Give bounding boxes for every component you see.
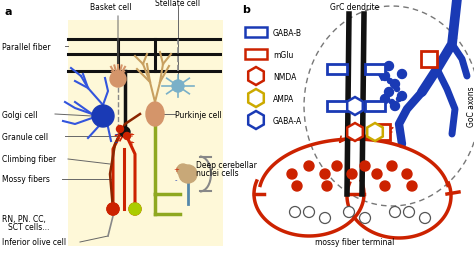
Circle shape [381, 72, 390, 81]
Circle shape [107, 203, 119, 215]
Text: mossy fiber terminal: mossy fiber terminal [315, 237, 395, 246]
Circle shape [396, 97, 401, 102]
Circle shape [303, 207, 315, 218]
Circle shape [129, 203, 141, 215]
Circle shape [359, 213, 371, 224]
FancyBboxPatch shape [245, 50, 267, 60]
FancyBboxPatch shape [365, 102, 385, 112]
Circle shape [177, 164, 189, 176]
Circle shape [390, 100, 394, 105]
Text: RN, PN. CC,: RN, PN. CC, [2, 215, 46, 224]
Ellipse shape [146, 103, 164, 126]
FancyBboxPatch shape [327, 102, 347, 112]
Text: -: - [115, 139, 118, 146]
Circle shape [380, 181, 390, 191]
Circle shape [398, 70, 407, 79]
Text: Mossy fibers: Mossy fibers [2, 175, 50, 184]
Circle shape [402, 169, 412, 179]
Text: +: + [128, 132, 134, 137]
FancyBboxPatch shape [365, 65, 385, 75]
Text: Golgi cell: Golgi cell [2, 110, 37, 119]
Circle shape [332, 161, 342, 171]
Circle shape [407, 181, 417, 191]
Text: +: + [128, 139, 134, 146]
Circle shape [320, 169, 330, 179]
Text: Parallel fiber: Parallel fiber [2, 42, 51, 51]
Text: Basket cell: Basket cell [90, 3, 131, 11]
Circle shape [419, 213, 430, 224]
Circle shape [129, 203, 141, 215]
Circle shape [319, 213, 330, 224]
Circle shape [107, 203, 119, 215]
Circle shape [384, 88, 393, 97]
Circle shape [290, 207, 301, 218]
Circle shape [394, 87, 400, 92]
Circle shape [292, 181, 302, 191]
Text: AMPA: AMPA [273, 94, 294, 103]
Text: Stellate cell: Stellate cell [155, 0, 200, 7]
FancyBboxPatch shape [245, 28, 267, 38]
Circle shape [322, 181, 332, 191]
Circle shape [120, 128, 130, 137]
Text: a: a [5, 7, 12, 17]
Bar [68, 21, 223, 246]
Circle shape [403, 207, 414, 218]
Text: -: - [115, 132, 118, 137]
Circle shape [388, 79, 392, 84]
Circle shape [360, 161, 370, 171]
Text: GoC axons: GoC axons [466, 86, 474, 127]
Circle shape [384, 62, 393, 71]
Text: Climbing fiber: Climbing fiber [2, 155, 56, 164]
Circle shape [179, 165, 197, 183]
Text: nuclei cells: nuclei cells [196, 168, 238, 177]
Circle shape [381, 95, 390, 104]
Text: GrC dendrite: GrC dendrite [330, 3, 380, 12]
Circle shape [391, 80, 400, 89]
Circle shape [304, 161, 314, 171]
Text: GABA-B: GABA-B [273, 28, 302, 37]
Circle shape [372, 169, 382, 179]
Text: mGlu: mGlu [273, 50, 293, 59]
Circle shape [398, 92, 407, 101]
Circle shape [344, 207, 355, 218]
Circle shape [387, 161, 397, 171]
Text: NMDA: NMDA [273, 72, 296, 81]
Text: Granule cell: Granule cell [2, 132, 48, 141]
FancyBboxPatch shape [374, 124, 390, 140]
Circle shape [287, 169, 297, 179]
Text: -: - [175, 176, 177, 182]
Circle shape [172, 81, 184, 93]
Text: GABA-A: GABA-A [273, 116, 302, 125]
Circle shape [117, 126, 124, 133]
Text: Inferior olive cell: Inferior olive cell [2, 237, 66, 247]
FancyBboxPatch shape [421, 52, 437, 68]
Text: +: + [173, 166, 179, 172]
FancyBboxPatch shape [327, 65, 347, 75]
Text: b: b [242, 5, 250, 15]
Circle shape [347, 169, 357, 179]
Circle shape [390, 207, 401, 218]
Circle shape [110, 72, 126, 88]
Text: Deep cerebellar: Deep cerebellar [196, 160, 257, 169]
Text: SCT cells...: SCT cells... [8, 223, 49, 232]
Circle shape [124, 133, 130, 140]
Circle shape [391, 102, 400, 111]
Text: Purkinje cell: Purkinje cell [175, 110, 222, 119]
Circle shape [92, 106, 114, 128]
